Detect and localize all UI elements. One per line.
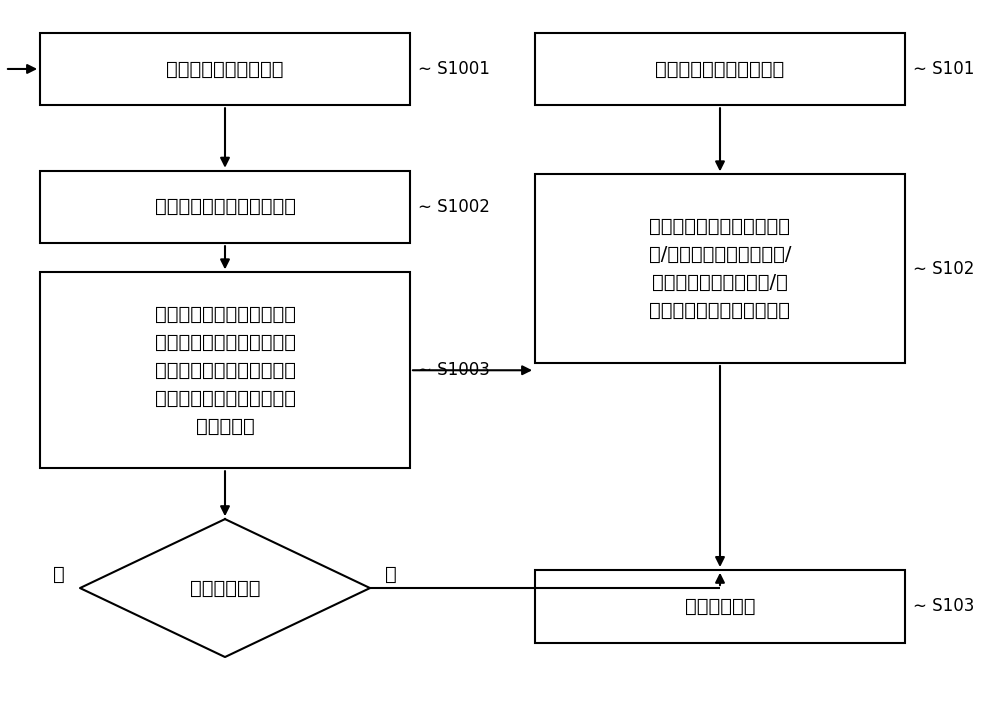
Text: 是: 是 [385,566,397,584]
Text: ∼ S102: ∼ S102 [913,260,974,277]
Bar [535,570,905,643]
Text: 否: 否 [53,566,65,584]
Text: 根据车身周围障碍物、车身
运动以及车身状态计算车辆
与障碍物之间的碰撞概率、
碰撞时刻以及车身与障碍物
的碰撞位置: 根据车身周围障碍物、车身 运动以及车身状态计算车辆 与障碍物之间的碰撞概率、 碰… [154,305,296,436]
Text: ∼ S103: ∼ S103 [913,597,974,615]
Text: ∼ S1002: ∼ S1002 [418,198,490,216]
Text: 采集车内司乘人员姿态数据
和/或车内人员体型数据和/
或车内座椅姿态数据和/或
车内司乘人员精神状态数据: 采集车内司乘人员姿态数据 和/或车内人员体型数据和/ 或车内座椅姿态数据和/或 … [649,217,791,320]
Bar [535,174,905,363]
Bar [535,33,905,105]
Text: ∼ S1003: ∼ S1003 [418,362,490,379]
Text: 监测车身运动以及车身状态: 监测车身运动以及车身状态 [154,197,296,216]
Text: 监测车身周围的障碍物: 监测车身周围的障碍物 [166,60,284,78]
Text: 制定点爆策略: 制定点爆策略 [685,597,755,616]
Bar [40,33,410,105]
Text: ∼ S101: ∼ S101 [913,60,974,78]
Bar [40,171,410,243]
Text: 碰撞概率高？: 碰撞概率高？ [190,579,260,597]
Text: ∼ S1001: ∼ S1001 [418,60,490,78]
Text: 为车辆提供充气约束系统: 为车辆提供充气约束系统 [655,60,785,78]
Bar [40,272,410,468]
